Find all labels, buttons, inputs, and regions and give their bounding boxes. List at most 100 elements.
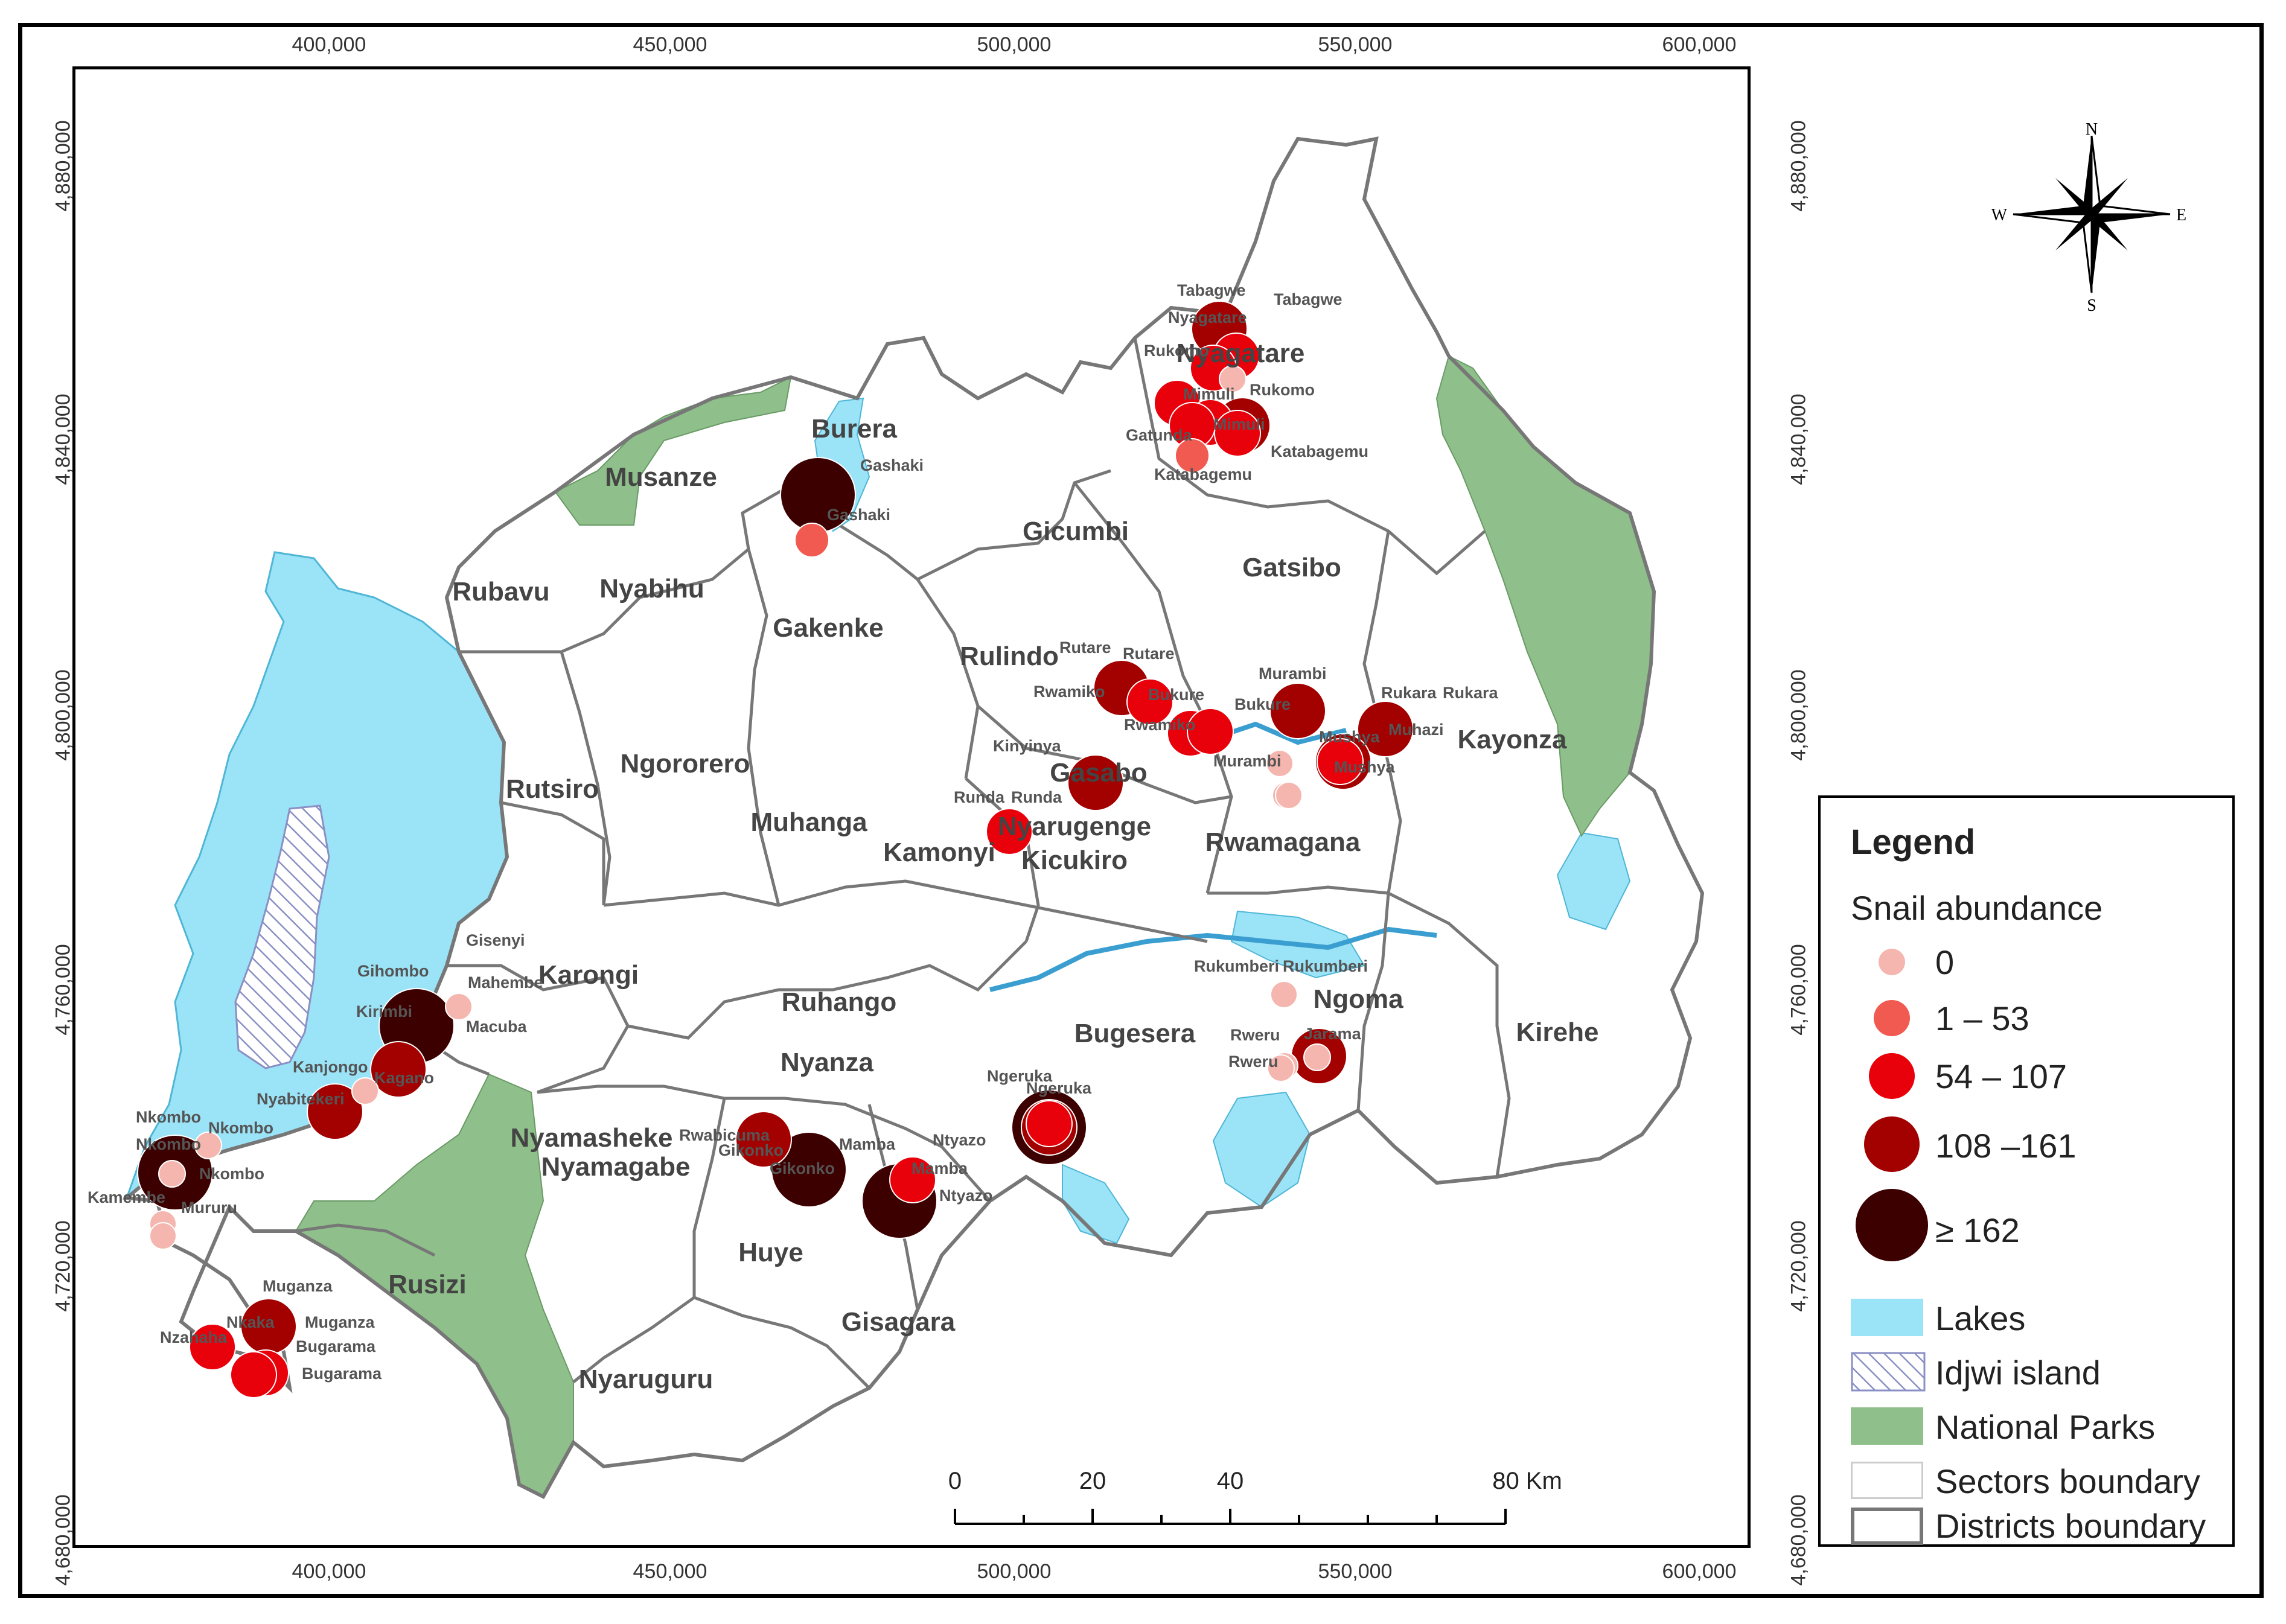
legend-swatch-3	[1864, 1116, 1920, 1172]
snail-site-point	[158, 1160, 186, 1188]
legend-swatch-idjwi	[1851, 1352, 1926, 1392]
sector-label: Muganza	[263, 1277, 333, 1295]
x-tick-bottom: 500,000	[977, 1560, 1052, 1583]
snail-site-point	[986, 808, 1033, 855]
sector-label: Rukara	[1381, 684, 1437, 702]
legend-subtitle: Snail abundance	[1851, 889, 2103, 927]
snail-site-point	[307, 1083, 363, 1140]
legend-class-label-4: ≥ 162	[1935, 1211, 2020, 1249]
sector-label: Rukumberi	[1194, 957, 1279, 975]
x-tick-top: 550,000	[1318, 33, 1393, 56]
snail-site-point	[1357, 701, 1414, 757]
sector-label: Rukumberi	[1283, 957, 1368, 975]
snail-site-point	[794, 523, 829, 558]
district-label: Nyabihu	[599, 574, 704, 603]
district-label: Nyanza	[781, 1048, 874, 1077]
legend-swatch-1	[1874, 1000, 1910, 1036]
scale-tick-80: 80 Km	[1492, 1468, 1562, 1494]
sector-label: Katabagemu	[1154, 465, 1252, 483]
legend-class-0: 0	[1821, 937, 2237, 991]
sector-label: Nzahaha	[160, 1328, 228, 1346]
y-tick-left: 4,840,000	[51, 393, 75, 485]
sector-label: Muganza	[305, 1313, 375, 1331]
compass-n: N	[2086, 120, 2098, 139]
sector-label: Nkaka	[226, 1313, 275, 1331]
scale-tick-20: 20	[1079, 1468, 1106, 1494]
sector-label: Runda	[954, 788, 1005, 806]
legend-swatch-lakes	[1851, 1299, 1923, 1336]
scale-tick-40: 40	[1216, 1468, 1244, 1494]
snail-site-point	[1126, 678, 1173, 725]
district-label: Gasabo	[1050, 758, 1147, 788]
sector-label: Kagano	[374, 1069, 434, 1087]
volcanoes-park	[554, 376, 792, 526]
snail-site-point	[351, 1077, 379, 1105]
snail-site-point	[1187, 708, 1234, 755]
legend-class-label-3: 108 –161	[1935, 1127, 2077, 1165]
sector-label: Bukure	[1234, 695, 1291, 713]
sector-label: Nyabitekeri	[257, 1090, 345, 1108]
lake-rweru	[1212, 1091, 1311, 1208]
snail-site-point	[771, 1132, 847, 1208]
legend-layer-label-3: Sectors boundary	[1935, 1462, 2200, 1500]
district-label: Gicumbi	[1023, 517, 1129, 546]
sector-label: Ngeruka	[1026, 1079, 1092, 1097]
district-label: Karongi	[538, 960, 639, 990]
sector-label: Gashaki	[827, 506, 890, 524]
sector-label: Tabagwe	[1177, 281, 1246, 299]
legend-layer-label-4: Districts boundary	[1935, 1507, 2206, 1545]
snail-site-point	[1317, 738, 1364, 785]
y-tick-right: 4,760,000	[1787, 944, 1810, 1036]
legend-class-label-0: 0	[1935, 943, 1955, 981]
y-tick-left: 4,880,000	[51, 120, 75, 212]
x-tick-top: 500,000	[977, 33, 1052, 56]
map-frame	[72, 66, 1751, 1548]
district-label: Nyamasheke	[510, 1123, 672, 1153]
district-label: Kamonyi	[883, 838, 995, 867]
sector-label: Mahembe	[468, 973, 543, 992]
sector-label: Rutare	[1059, 638, 1111, 657]
y-tick-left: 4,760,000	[51, 944, 75, 1036]
district-label: Rutsiro	[506, 774, 599, 804]
district-boundaries	[295, 337, 1511, 1389]
district-label: Kayonza	[1458, 725, 1567, 754]
sector-label: Rwamiko	[1124, 716, 1196, 734]
x-tick-top: 450,000	[633, 33, 707, 56]
sector-label: Mururu	[181, 1199, 237, 1217]
sector-label: Rukomo	[1144, 342, 1209, 360]
district-label: Nyarugenge	[998, 812, 1151, 841]
legend-title: Legend	[1851, 823, 1976, 862]
district-label: Huye	[738, 1238, 803, 1267]
legend-layer-label-1: Idjwi island	[1935, 1354, 2101, 1392]
lake-bugesera	[1062, 1164, 1130, 1244]
legend-swatch-parks	[1851, 1407, 1923, 1445]
legend-swatch-districts	[1851, 1508, 1923, 1545]
sector-labels: Tabagwe TabagweNyagatareRukomoRukomoMimul…	[88, 281, 1499, 1383]
district-label: Rwamagana	[1205, 827, 1361, 857]
district-label: Rusizi	[388, 1270, 467, 1299]
sector-label: Gihombo	[357, 962, 429, 980]
sector-label: Gatunda	[1126, 426, 1192, 444]
snail-site-point	[1067, 754, 1124, 811]
district-label: Ngororero	[620, 749, 750, 779]
snail-site-point	[1275, 782, 1303, 809]
legend-class-1: 1 – 53	[1821, 993, 2237, 1047]
sector-label: Nkombo	[199, 1165, 264, 1183]
snail-site-point	[445, 993, 473, 1021]
district-label: Burera	[811, 414, 897, 444]
legend-class-3: 108 –161	[1821, 1112, 2237, 1172]
sector-label: Kanjongo	[293, 1058, 368, 1076]
district-label: Muhanga	[750, 807, 867, 837]
y-tick-right: 4,880,000	[1787, 120, 1810, 212]
legend-class-label-1: 1 – 53	[1935, 999, 2029, 1037]
snail-site-point	[370, 1041, 427, 1098]
outer-frame	[18, 23, 2264, 1598]
sector-label: Mamba	[839, 1135, 896, 1153]
snail-site-point	[1303, 1043, 1331, 1071]
legend: Legend Snail abundance 0 1 – 53 54 – 107…	[1818, 795, 2235, 1547]
district-label: Kirehe	[1516, 1017, 1599, 1047]
sector-label: Rukomo	[1250, 381, 1315, 399]
legend-class-label-2: 54 – 107	[1935, 1057, 2067, 1095]
sector-label: Jarama	[1304, 1025, 1362, 1043]
legend-layer-idjwi: Idjwi island	[1821, 1347, 2237, 1401]
